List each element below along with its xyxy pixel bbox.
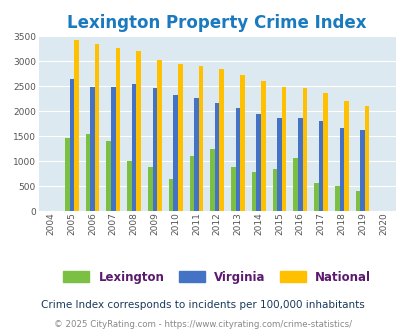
Bar xyxy=(95,44,99,211)
Bar xyxy=(69,79,74,211)
Bar xyxy=(281,87,286,211)
Bar xyxy=(115,48,120,211)
Bar xyxy=(364,106,369,211)
Bar xyxy=(148,167,152,211)
Text: Crime Index corresponds to incidents per 100,000 inhabitants: Crime Index corresponds to incidents per… xyxy=(41,300,364,310)
Bar xyxy=(339,128,343,211)
Bar xyxy=(322,93,327,211)
Bar xyxy=(230,167,235,211)
Title: Lexington Property Crime Index: Lexington Property Crime Index xyxy=(67,14,366,32)
Bar xyxy=(360,130,364,211)
Bar xyxy=(214,103,219,211)
Bar xyxy=(74,40,79,211)
Legend: Lexington, Virginia, National: Lexington, Virginia, National xyxy=(58,266,375,288)
Bar xyxy=(132,84,136,211)
Bar xyxy=(297,118,302,211)
Bar xyxy=(277,118,281,211)
Bar xyxy=(334,186,339,211)
Bar xyxy=(194,98,198,211)
Bar xyxy=(189,156,194,211)
Bar xyxy=(127,161,132,211)
Bar xyxy=(168,179,173,211)
Bar xyxy=(240,75,244,211)
Bar xyxy=(235,108,240,211)
Bar xyxy=(173,95,177,211)
Bar xyxy=(177,64,182,211)
Bar xyxy=(260,81,265,211)
Bar xyxy=(85,134,90,211)
Bar xyxy=(272,169,277,211)
Bar xyxy=(318,121,322,211)
Bar xyxy=(219,69,224,211)
Bar xyxy=(152,88,157,211)
Text: © 2025 CityRating.com - https://www.cityrating.com/crime-statistics/: © 2025 CityRating.com - https://www.city… xyxy=(54,319,351,329)
Bar xyxy=(343,101,348,211)
Bar xyxy=(313,183,318,211)
Bar xyxy=(210,149,214,211)
Bar xyxy=(106,141,111,211)
Bar xyxy=(90,87,95,211)
Bar xyxy=(251,172,256,211)
Bar xyxy=(198,66,203,211)
Bar xyxy=(157,60,161,211)
Bar xyxy=(65,138,69,211)
Bar xyxy=(355,191,360,211)
Bar xyxy=(136,51,141,211)
Bar xyxy=(111,87,115,211)
Bar xyxy=(293,158,297,211)
Bar xyxy=(302,88,307,211)
Bar xyxy=(256,114,260,211)
